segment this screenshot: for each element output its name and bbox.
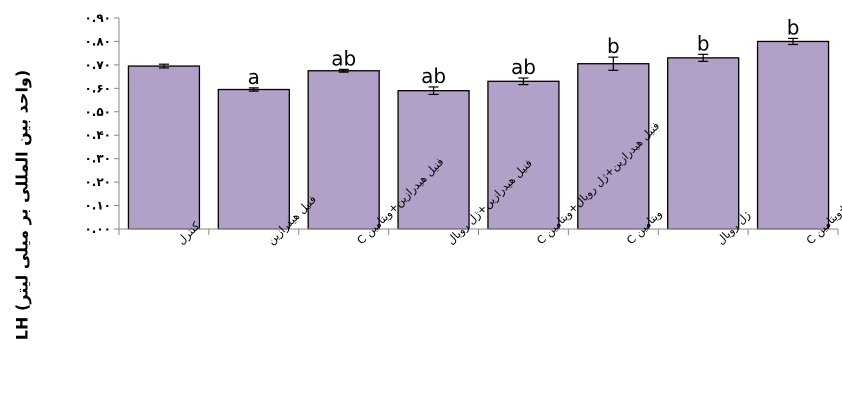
bar (667, 57, 740, 230)
y-tick-label: ۰.۳۰ (84, 152, 111, 166)
significance-label: b (787, 15, 800, 39)
bar (487, 80, 560, 230)
y-tick-label: ۰.۰۰ (84, 222, 111, 236)
y-tick-label: ۰.۵۰ (84, 105, 111, 119)
bar (756, 40, 830, 230)
bar (397, 90, 470, 230)
y-axis-title: LH (واحد بین المللی بر میلی لیتر) (12, 69, 32, 341)
y-tick-label: ۰.۲۰ (84, 175, 111, 189)
y-tick-label: ۰.۶۰ (84, 81, 111, 95)
y-tick-label: ۰.۷۰ (84, 58, 111, 72)
bar (307, 70, 380, 230)
significance-label: ab (421, 64, 446, 88)
bars: a ab ab ab b b b (127, 15, 830, 230)
significance-label: a (248, 65, 260, 89)
bar (577, 63, 650, 230)
y-axis: ۰.۰۰ ۰.۱۰ ۰.۲۰ ۰.۳۰ ۰.۴۰ ۰.۵۰ ۰.۶۰ ۰.۷۰ ۰.۸۰ ۰.۹۰ (84, 11, 120, 236)
y-tick-label: ۰.۹۰ (84, 11, 111, 25)
y-tick-label: ۰.۸۰ (84, 34, 111, 48)
y-tick-label: ۰.۴۰ (84, 128, 111, 142)
significance-label: b (607, 34, 620, 58)
bar (127, 65, 201, 230)
bar (217, 88, 290, 230)
significance-label: ab (331, 46, 356, 70)
y-tick-label: ۰.۱۰ (84, 199, 111, 213)
significance-label: b (697, 31, 710, 55)
significance-label: ab (511, 55, 536, 79)
